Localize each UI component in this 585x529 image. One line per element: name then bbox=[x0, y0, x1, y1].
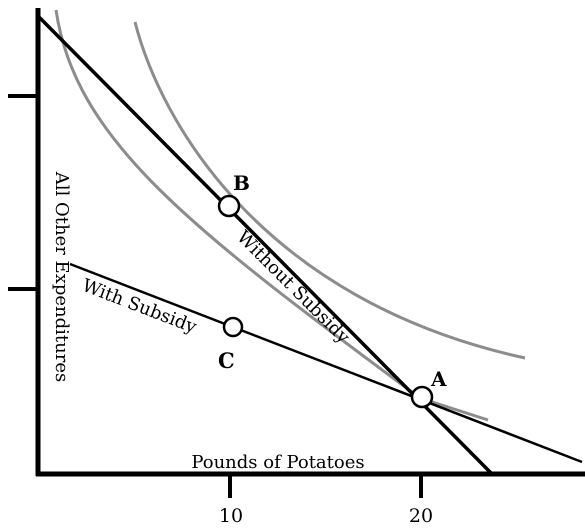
x-tick-label-20: 20 bbox=[409, 505, 433, 527]
x-tick-label-10: 10 bbox=[219, 505, 243, 527]
without-subsidy-label: Without Subsidy bbox=[232, 227, 354, 349]
point-a-label: A bbox=[430, 367, 447, 391]
point-a-marker bbox=[410, 385, 434, 409]
point-c-marker bbox=[222, 316, 244, 338]
indifference-curve-high bbox=[133, 21, 526, 360]
budget-line-with-subsidy bbox=[69, 262, 583, 464]
point-c-label: C bbox=[218, 348, 235, 373]
point-b-label: B bbox=[233, 171, 250, 195]
point-b-marker bbox=[217, 194, 241, 218]
x-axis-label: Pounds of Potatoes bbox=[191, 452, 364, 473]
y-axis-label: All Other Expenditures bbox=[51, 171, 72, 382]
indifference-curve-low bbox=[54, 9, 489, 422]
